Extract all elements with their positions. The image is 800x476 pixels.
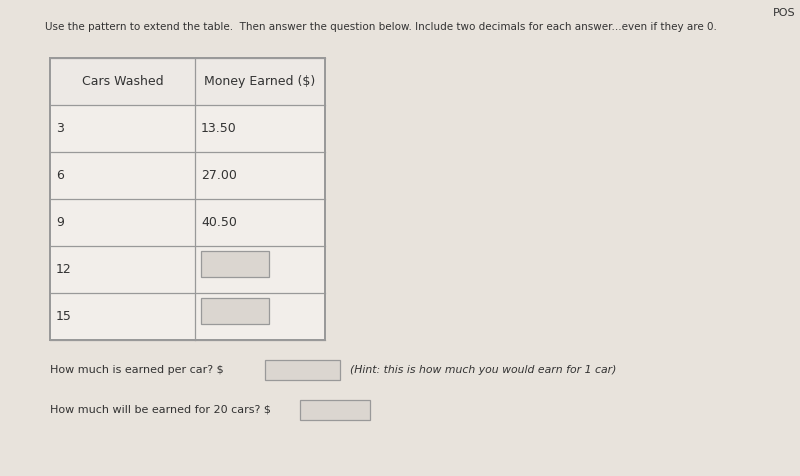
Text: How much will be earned for 20 cars? $: How much will be earned for 20 cars? $ — [50, 405, 271, 415]
Text: 15: 15 — [56, 310, 72, 323]
Text: (Hint: this is how much you would earn for 1 car): (Hint: this is how much you would earn f… — [350, 365, 616, 375]
Bar — [265, 360, 340, 380]
Text: 6: 6 — [56, 169, 64, 182]
Text: 3: 3 — [56, 122, 64, 135]
Text: How much is earned per car? $: How much is earned per car? $ — [50, 365, 224, 375]
Bar — [201, 298, 269, 324]
Bar — [50, 58, 325, 340]
Bar — [50, 58, 325, 340]
Text: Use the pattern to extend the table.  Then answer the question below. Include tw: Use the pattern to extend the table. The… — [45, 22, 717, 32]
Text: 12: 12 — [56, 263, 72, 276]
Text: Cars Washed: Cars Washed — [82, 75, 163, 88]
Text: 27.00: 27.00 — [201, 169, 237, 182]
Text: 40.50: 40.50 — [201, 216, 237, 229]
Text: POS: POS — [772, 8, 795, 18]
Text: Money Earned ($): Money Earned ($) — [204, 75, 316, 88]
Bar — [50, 58, 325, 105]
Bar — [300, 400, 370, 420]
Text: 13.50: 13.50 — [201, 122, 237, 135]
Text: 9: 9 — [56, 216, 64, 229]
Bar — [201, 251, 269, 277]
